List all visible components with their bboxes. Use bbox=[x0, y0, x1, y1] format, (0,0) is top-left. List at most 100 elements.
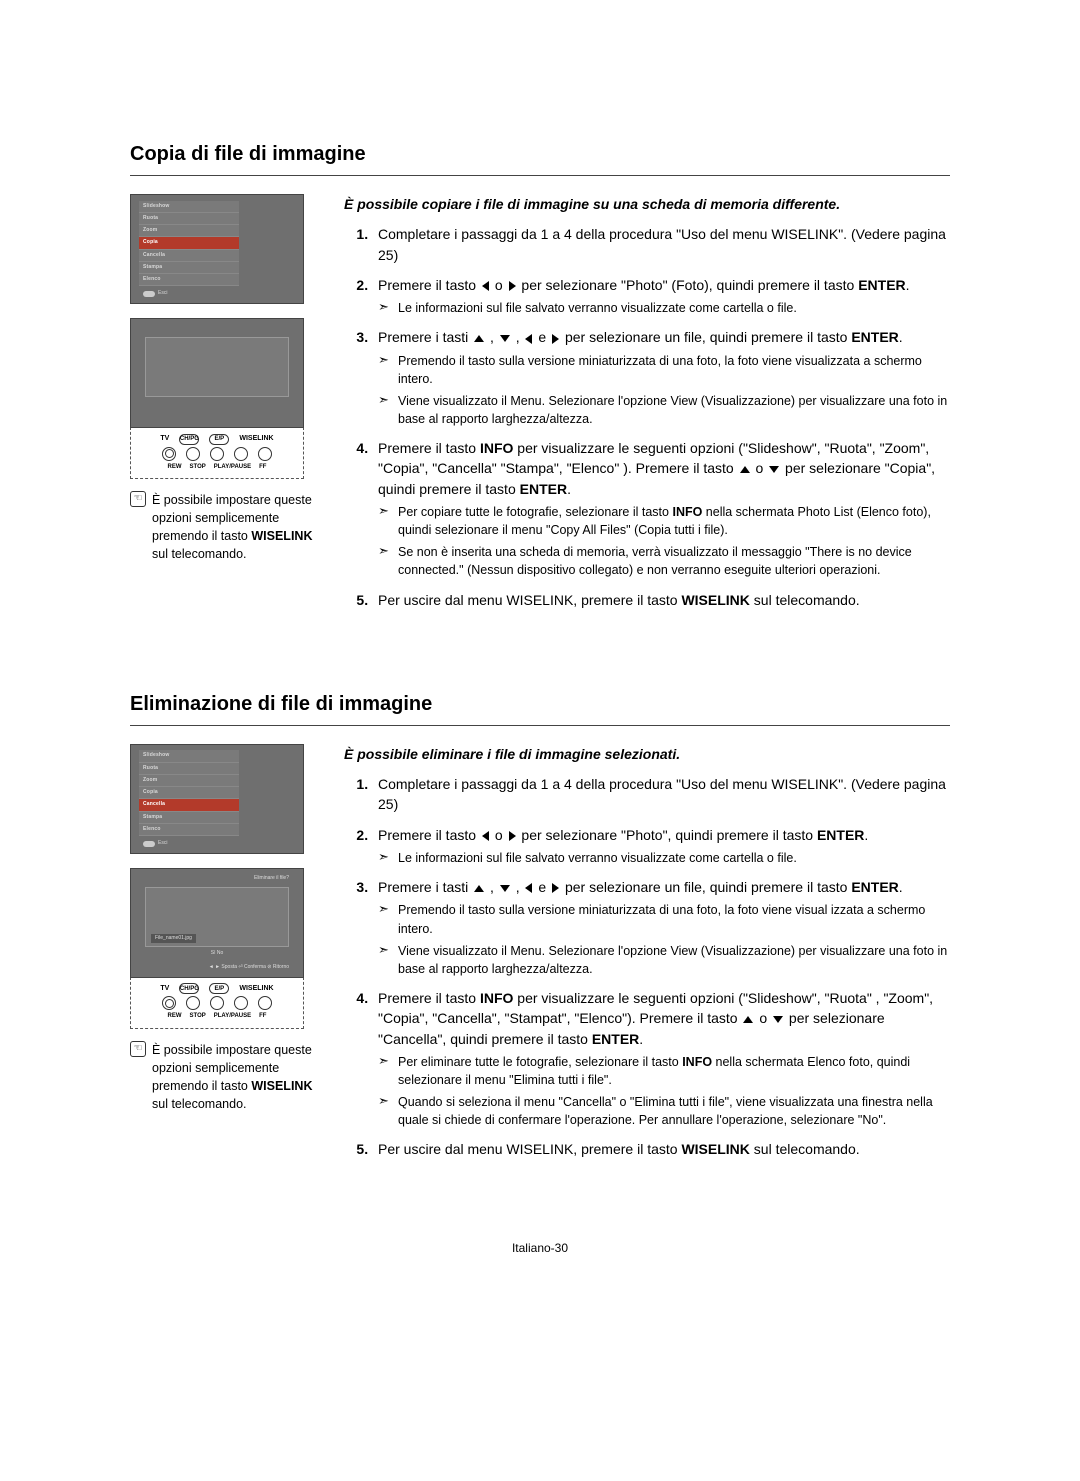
remote-button-icon bbox=[258, 447, 272, 461]
step-item: Premere il tasto o per selezionare "Phot… bbox=[372, 275, 950, 317]
menu-exit-label: Esci bbox=[158, 290, 167, 297]
step-bold: INFO bbox=[480, 440, 513, 456]
step-text: o bbox=[752, 460, 768, 476]
step-item: Completare i passaggi da 1 a 4 della pro… bbox=[372, 224, 950, 265]
remote-label: PLAY/PAUSE bbox=[214, 463, 251, 472]
step-body: Premere il tasto INFO per visualizzare l… bbox=[378, 988, 950, 1049]
step-text: per selezionare "Photo", quindi premere … bbox=[518, 827, 817, 843]
section: Copia di file di immagineSlideshowRuotaZ… bbox=[130, 140, 950, 620]
step-sub: ➣Premendo il tasto sulla versione miniat… bbox=[378, 352, 950, 388]
step-text: Premere il tasto bbox=[378, 277, 480, 293]
sub-text: Premendo il tasto sulla versione miniatu… bbox=[398, 901, 950, 937]
step-text: per selezionare un file, quindi premere … bbox=[561, 879, 851, 895]
left-column: SlideshowRuotaZoomCopiaCancellaStampaEle… bbox=[130, 194, 320, 620]
menu-item: Slideshow bbox=[139, 750, 239, 762]
sub-text: Quando si seleziona il menu "Cancella" o… bbox=[398, 1093, 950, 1129]
menu-item: Zoom bbox=[139, 225, 239, 237]
step-sub: ➣Le informazioni sul file salvato verran… bbox=[378, 849, 950, 867]
sub-text: Viene visualizzato il Menu. Selezionare … bbox=[398, 392, 950, 428]
note-part: sul telecomando. bbox=[152, 1097, 247, 1111]
sub-text: Le informazioni sul file salvato verrann… bbox=[398, 849, 797, 867]
sub-arrow-icon: ➣ bbox=[378, 942, 392, 978]
sub-arrow-icon: ➣ bbox=[378, 352, 392, 388]
sub-bold: INFO bbox=[672, 505, 702, 519]
remote-button-icon bbox=[162, 447, 176, 461]
pill-icon bbox=[143, 841, 155, 847]
remote-button-icon bbox=[210, 996, 224, 1010]
step-body: Per uscire dal menu WISELINK, premere il… bbox=[378, 590, 950, 610]
remote-oval: CH/PG bbox=[179, 983, 199, 994]
step-sub: ➣Se non è inserita una scheda di memoria… bbox=[378, 543, 950, 579]
menu-item: Elenco bbox=[139, 824, 239, 836]
remote-diagram: TVCH/PGE/PWISELINKREWSTOPPLAY/PAUSEFF bbox=[130, 427, 304, 479]
sub-arrow-icon: ➣ bbox=[378, 503, 392, 539]
note-text: È possibile impostare queste opzioni sem… bbox=[152, 1041, 320, 1114]
step-body: Premere il tasto o per selezionare "Phot… bbox=[378, 275, 950, 295]
menu-item: Copia bbox=[139, 237, 239, 249]
step-body: Premere i tasti , , e per selezionare un… bbox=[378, 877, 950, 897]
remote-label: TV bbox=[160, 434, 169, 444]
remote-label: PLAY/PAUSE bbox=[214, 1012, 251, 1021]
step-text: e bbox=[534, 879, 550, 895]
preview-screenshot: Eliminare il file?File_name01.jpgSì No◄ … bbox=[130, 868, 304, 978]
step-bold: ENTER bbox=[520, 481, 567, 497]
note-bold: WISELINK bbox=[251, 529, 312, 543]
intro-text: È possibile copiare i file di immagine s… bbox=[344, 194, 950, 214]
step-text: . bbox=[639, 1031, 643, 1047]
step-text: sul telecomando. bbox=[750, 1141, 860, 1157]
sub-arrow-icon: ➣ bbox=[378, 1093, 392, 1129]
menu-item: Stampa bbox=[139, 262, 239, 274]
remote-label: WISELINK bbox=[239, 984, 273, 994]
sub-arrow-icon: ➣ bbox=[378, 901, 392, 937]
step-text: per selezionare "Photo" (Foto), quindi p… bbox=[518, 277, 859, 293]
step-sub: ➣Premendo il tasto sulla versione miniat… bbox=[378, 901, 950, 937]
menu-item: Ruota bbox=[139, 763, 239, 775]
arrow-l-icon bbox=[525, 883, 532, 893]
arrow-u-icon bbox=[743, 1016, 753, 1023]
arrow-u-icon bbox=[740, 466, 750, 473]
sub-text: Per eliminare tutte le fotografie, selez… bbox=[398, 1053, 950, 1089]
arrow-r-icon bbox=[552, 334, 559, 344]
remote-circles-row bbox=[162, 996, 272, 1010]
remote-circles-row bbox=[162, 447, 272, 461]
arrow-r-icon bbox=[552, 883, 559, 893]
step-item: Premere i tasti , , e per selezionare un… bbox=[372, 327, 950, 428]
step-bold: WISELINK bbox=[681, 592, 749, 608]
step-body: Completare i passaggi da 1 a 4 della pro… bbox=[378, 774, 950, 815]
side-note: ☜È possibile impostare queste opzioni se… bbox=[130, 491, 320, 564]
preview-screenshot bbox=[130, 318, 304, 428]
menu-stack: SlideshowRuotaZoomCopiaCancellaStampaEle… bbox=[139, 201, 239, 298]
step-text: o bbox=[491, 827, 507, 843]
menu-exit: Esci bbox=[139, 290, 239, 297]
step-bold: ENTER bbox=[858, 277, 905, 293]
arrow-u-icon bbox=[474, 335, 484, 342]
menu-item: Cancella bbox=[139, 250, 239, 262]
remote-label: STOP bbox=[190, 1012, 206, 1021]
remote-oval: E/P bbox=[209, 434, 229, 445]
remote-icons-row: TVCH/PGE/PWISELINK bbox=[160, 983, 273, 994]
step-bold: WISELINK bbox=[681, 1141, 749, 1157]
step-item: Per uscire dal menu WISELINK, premere il… bbox=[372, 590, 950, 610]
menu-item: Cancella bbox=[139, 799, 239, 811]
step-item: Premere il tasto INFO per visualizzare l… bbox=[372, 988, 950, 1129]
step-text: Premere il tasto bbox=[378, 827, 480, 843]
preview-title: Eliminare il file? bbox=[254, 875, 289, 882]
step-text: Premere i tasti bbox=[378, 879, 472, 895]
step-item: Per uscire dal menu WISELINK, premere il… bbox=[372, 1139, 950, 1159]
step-bold: ENTER bbox=[851, 879, 898, 895]
remote-oval: CH/PG bbox=[179, 434, 199, 445]
hand-icon: ☜ bbox=[130, 491, 146, 507]
remote-bottom-row: REWSTOPPLAY/PAUSEFF bbox=[168, 1012, 267, 1021]
step-text: , bbox=[512, 329, 524, 345]
step-body: Completare i passaggi da 1 a 4 della pro… bbox=[378, 224, 950, 265]
sub-text: Se non è inserita una scheda di memoria,… bbox=[398, 543, 950, 579]
step-sub: ➣Viene visualizzato il Menu. Selezionare… bbox=[378, 392, 950, 428]
sub-arrow-icon: ➣ bbox=[378, 1053, 392, 1089]
steps-list: Completare i passaggi da 1 a 4 della pro… bbox=[344, 224, 950, 610]
step-text: Per uscire dal menu WISELINK, premere il… bbox=[378, 1141, 681, 1157]
arrow-d-icon bbox=[500, 885, 510, 892]
remote-label: TV bbox=[160, 984, 169, 994]
intro-text: È possibile eliminare i file di immagine… bbox=[344, 744, 950, 764]
remote-button-icon bbox=[162, 996, 176, 1010]
step-item: Premere il tasto o per selezionare "Phot… bbox=[372, 825, 950, 867]
